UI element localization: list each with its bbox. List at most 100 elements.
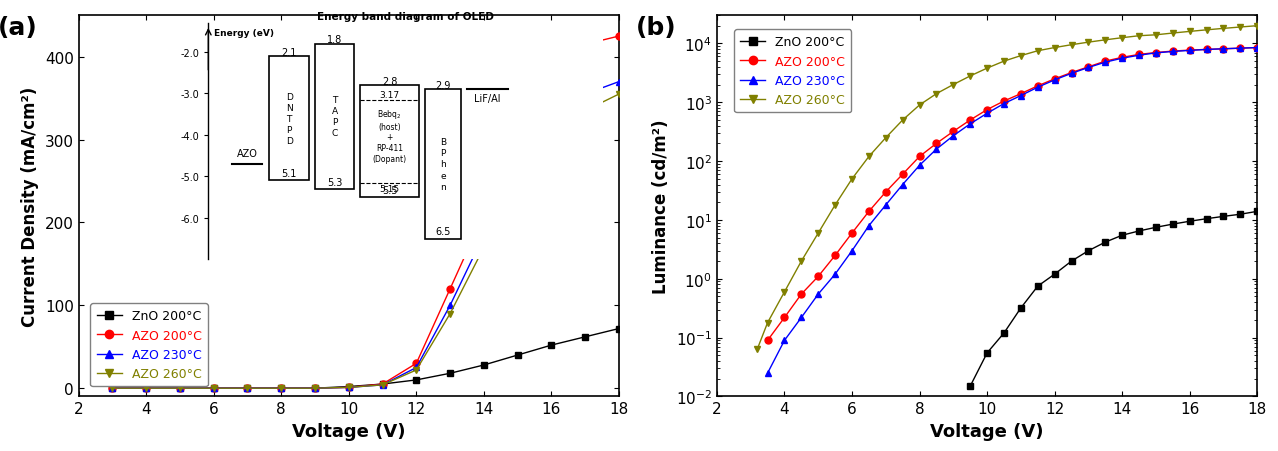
AZO 200°C [1098,59,1113,64]
AZO 230°C [374,382,390,388]
AZO 200°C [878,190,893,195]
AZO 200°C [827,253,842,258]
AZO 260°C [173,386,188,391]
AZO 230°C [206,386,221,391]
AZO 230°C [1199,48,1214,53]
AZO 230°C [1233,46,1249,52]
ZnO 200°C [1149,225,1164,230]
AZO 230°C [810,292,826,297]
AZO 200°C [1215,47,1231,52]
AZO 200°C [341,385,357,390]
AZO 260°C [1047,46,1062,51]
Text: (a): (a) [0,16,37,40]
ZnO 200°C [611,326,626,331]
AZO 230°C [962,122,978,127]
Line: AZO 260°C: AZO 260°C [109,92,622,392]
AZO 260°C [105,386,120,391]
AZO 200°C [1047,77,1062,83]
AZO 230°C [912,163,928,169]
AZO 230°C [273,386,289,391]
AZO 260°C [827,203,842,208]
AZO 230°C [1250,46,1265,51]
AZO 200°C [1166,49,1181,55]
AZO 260°C [912,103,928,108]
Line: AZO 230°C: AZO 230°C [109,79,622,392]
AZO 230°C [895,182,910,188]
AZO 200°C [105,386,120,391]
AZO 200°C [946,129,961,135]
AZO 200°C [543,71,558,77]
ZnO 200°C [341,384,357,389]
AZO 200°C [374,382,390,387]
ZnO 200°C [477,363,492,368]
ZnO 200°C [138,386,153,391]
AZO 230°C [173,386,188,391]
ZnO 200°C [206,386,221,391]
ZnO 200°C [173,386,188,391]
Legend: ZnO 200°C, AZO 200°C, AZO 230°C, AZO 260°C: ZnO 200°C, AZO 200°C, AZO 230°C, AZO 260… [91,304,207,387]
ZnO 200°C [1182,219,1197,225]
AZO 230°C [760,371,776,376]
AZO 230°C [1063,71,1079,77]
AZO 260°C [240,386,256,391]
AZO 260°C [1166,31,1181,37]
AZO 260°C [409,368,424,373]
AZO 200°C [273,386,289,391]
AZO 230°C [578,92,593,97]
AZO 200°C [845,231,860,236]
ZnO 200°C [240,386,256,391]
AZO 230°C [1013,94,1029,99]
AZO 200°C [1182,48,1197,54]
AZO 230°C [1182,49,1197,54]
AZO 230°C [878,203,893,208]
AZO 200°C [1013,92,1029,97]
ZnO 200°C [105,386,120,391]
AZO 200°C [578,42,593,48]
ZnO 200°C [962,383,978,389]
AZO 260°C [760,320,776,326]
ZnO 200°C [1013,305,1029,311]
AZO 200°C [1149,51,1164,56]
AZO 260°C [878,136,893,141]
AZO 260°C [1081,40,1097,46]
AZO 200°C [979,108,994,113]
AZO 230°C [543,121,558,126]
AZO 230°C [409,365,424,370]
ZnO 200°C [308,386,323,391]
AZO 260°C [1149,33,1164,38]
AZO 200°C [611,34,626,40]
Text: (b): (b) [636,16,676,40]
AZO 200°C [510,129,525,135]
AZO 260°C [442,311,458,317]
ZnO 200°C [1250,209,1265,215]
AZO 200°C [173,386,188,391]
AZO 200°C [777,315,792,321]
Y-axis label: Current Density (mA/cm²): Current Density (mA/cm²) [22,87,40,326]
AZO 200°C [409,361,424,366]
AZO 230°C [1098,60,1113,66]
AZO 200°C [760,338,776,343]
ZnO 200°C [1063,259,1079,264]
AZO 230°C [1149,51,1164,56]
AZO 230°C [1047,78,1062,83]
AZO 260°C [1215,27,1231,32]
AZO 230°C [1030,85,1045,91]
AZO 200°C [912,154,928,160]
ZnO 200°C [1098,240,1113,245]
AZO 260°C [1063,43,1079,48]
AZO 260°C [777,290,792,295]
AZO 200°C [794,292,809,297]
AZO 200°C [1199,48,1214,53]
AZO 260°C [611,92,626,97]
AZO 200°C [477,212,492,217]
ZnO 200°C [1233,212,1249,217]
ZnO 200°C [1166,222,1181,227]
ZnO 200°C [273,386,289,391]
AZO 260°C [477,245,492,250]
Line: ZnO 200°C: ZnO 200°C [109,325,622,392]
AZO 200°C [997,99,1012,105]
AZO 230°C [946,133,961,139]
AZO 230°C [1166,50,1181,55]
AZO 260°C [273,386,289,391]
AZO 200°C [1063,71,1079,76]
